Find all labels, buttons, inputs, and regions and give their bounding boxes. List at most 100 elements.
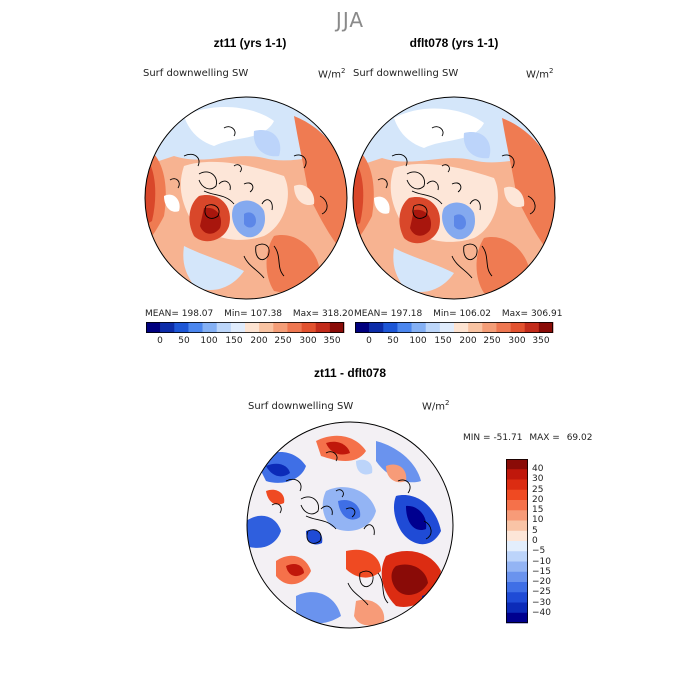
panel-1-min-label: Min=	[224, 309, 248, 319]
panel-2-map-border	[352, 96, 556, 300]
diff-colorbar-cells	[506, 459, 528, 624]
panel-2-colorbar	[355, 322, 554, 333]
diff-colorbar-cell	[506, 571, 528, 583]
diff-panel-units: W/m2	[422, 399, 449, 412]
diff-panel-variable: Surf downwelling SW	[248, 401, 354, 412]
panel-1-stats: MEAN= 198.07 Min= 107.38 Max= 318.20	[145, 309, 353, 319]
diff-level-label: 40	[532, 464, 544, 474]
panel-1-tick: 0	[157, 336, 163, 346]
diff-colorbar-cell	[506, 530, 528, 542]
panel-2-title: dflt078 (yrs 1-1)	[409, 36, 499, 50]
colorbar-frame	[355, 322, 553, 333]
panel-2-polar-map	[352, 96, 556, 300]
diff-colorbar-cell	[506, 469, 528, 480]
colorbar-cell	[454, 322, 469, 333]
panel-2-tick: 300	[508, 336, 526, 346]
colorbar-cell	[482, 322, 497, 333]
diff-polar-map	[246, 421, 454, 629]
colorbar-cell	[329, 322, 345, 333]
diff-max-label: MAX =	[529, 433, 560, 443]
diff-colorbar-cell	[506, 459, 528, 470]
panel-2-field	[353, 97, 555, 299]
panel-2-tick: 250	[483, 336, 501, 346]
diff-colorbar-cell	[506, 551, 528, 562]
colorbar-cell	[425, 322, 441, 333]
panel-1-colorbar-ticks: 0 50 100 150 200 250 300 350	[146, 336, 344, 348]
colorbar-cell	[287, 322, 302, 333]
panel-1-mean-value: 198.07	[181, 309, 214, 319]
diff-colorbar-cell	[506, 561, 528, 573]
panel-1-map-border	[144, 96, 348, 300]
colorbar-cell	[301, 322, 317, 333]
panel-2-min-value: 106.02	[459, 309, 492, 319]
diff-units-exp: 2	[445, 399, 450, 407]
colorbar-cell	[355, 322, 370, 333]
diff-coastlines	[271, 451, 432, 606]
diff-level-label: 20	[532, 495, 544, 505]
colorbar-cell	[174, 322, 189, 333]
diff-map-border	[246, 421, 454, 629]
panel-2-units: W/m2	[526, 67, 553, 80]
diff-min-value: -51.71	[493, 433, 523, 443]
panel-1-colorbar-cells	[146, 322, 345, 333]
diff-colorbar-cell	[506, 520, 528, 532]
diff-level-label: −30	[532, 598, 551, 608]
diff-level-label: 25	[532, 485, 544, 495]
panel-2-units-exp: 2	[549, 67, 554, 75]
colorbar-cell	[315, 322, 331, 333]
panel-1-tick: 200	[250, 336, 268, 346]
colorbar-cell	[216, 322, 232, 333]
panel-1-min-value: 107.38	[250, 309, 283, 319]
panel-1-title: zt11 (yrs 1-1)	[213, 36, 287, 50]
panel-1-max-value: 318.20	[321, 309, 354, 319]
panel-2-colorbar-cells	[355, 322, 554, 333]
panel-2-tick: 50	[387, 336, 399, 346]
diff-colorbar-cell	[506, 479, 528, 491]
panel-2-coastlines	[377, 126, 536, 279]
colorbar-cell	[383, 322, 398, 333]
panel-2-tick: 350	[532, 336, 550, 346]
colorbar-cell	[259, 322, 274, 333]
colorbar-cell	[188, 322, 203, 333]
panel-2-units-base: W/m	[526, 69, 549, 81]
panel-2-max-label: Max=	[501, 309, 529, 319]
colorbar-cell	[468, 322, 483, 333]
colorbar-cell	[273, 322, 288, 333]
diff-colorbar	[506, 459, 528, 624]
colorbar-cell	[510, 322, 526, 333]
panel-1-tick: 150	[225, 336, 243, 346]
diff-colorbar-labels: 40 30 25 20 15 10 5 0 −5 −10 −15 −20 −25…	[532, 459, 562, 623]
diff-colorbar-cell	[506, 541, 528, 552]
diff-level-label: −5	[532, 546, 546, 556]
panel-2-variable: Surf downwelling SW	[353, 68, 459, 79]
colorbar-cell	[160, 322, 175, 333]
diff-level-label: 15	[532, 505, 544, 515]
panel-1-colorbar	[146, 322, 345, 333]
panel-2-tick: 200	[459, 336, 477, 346]
diff-colorbar-cell	[506, 592, 528, 603]
diff-colorbar-cell	[506, 602, 528, 614]
panel-1-tick: 350	[323, 336, 341, 346]
panel-2-tick: 150	[434, 336, 452, 346]
diff-level-label: 0	[532, 536, 538, 546]
diff-level-label: −25	[532, 587, 551, 597]
colorbar-cell	[397, 322, 412, 333]
season-title: JJA	[335, 8, 365, 32]
panel-2-tick: 100	[409, 336, 427, 346]
panel-1-polar-map	[144, 96, 348, 300]
diff-level-label: −10	[532, 557, 551, 567]
diff-units-base: W/m	[422, 401, 445, 413]
diff-level-label: 30	[532, 474, 544, 484]
diff-colorbar-frame	[506, 459, 528, 623]
panel-2-max-value: 306.91	[530, 309, 563, 319]
diff-level-label: −40	[532, 608, 551, 618]
colorbar-cell	[538, 322, 554, 333]
colorbar-cell	[146, 322, 161, 333]
colorbar-cell	[245, 322, 260, 333]
panel-1-field	[145, 97, 347, 299]
diff-panel-title: zt11 - dflt078	[313, 366, 387, 380]
colorbar-cell	[230, 322, 246, 333]
diff-level-label: −20	[532, 577, 551, 587]
panel-1-max-label: Max=	[292, 309, 320, 319]
diff-colorbar-cell	[506, 612, 528, 624]
